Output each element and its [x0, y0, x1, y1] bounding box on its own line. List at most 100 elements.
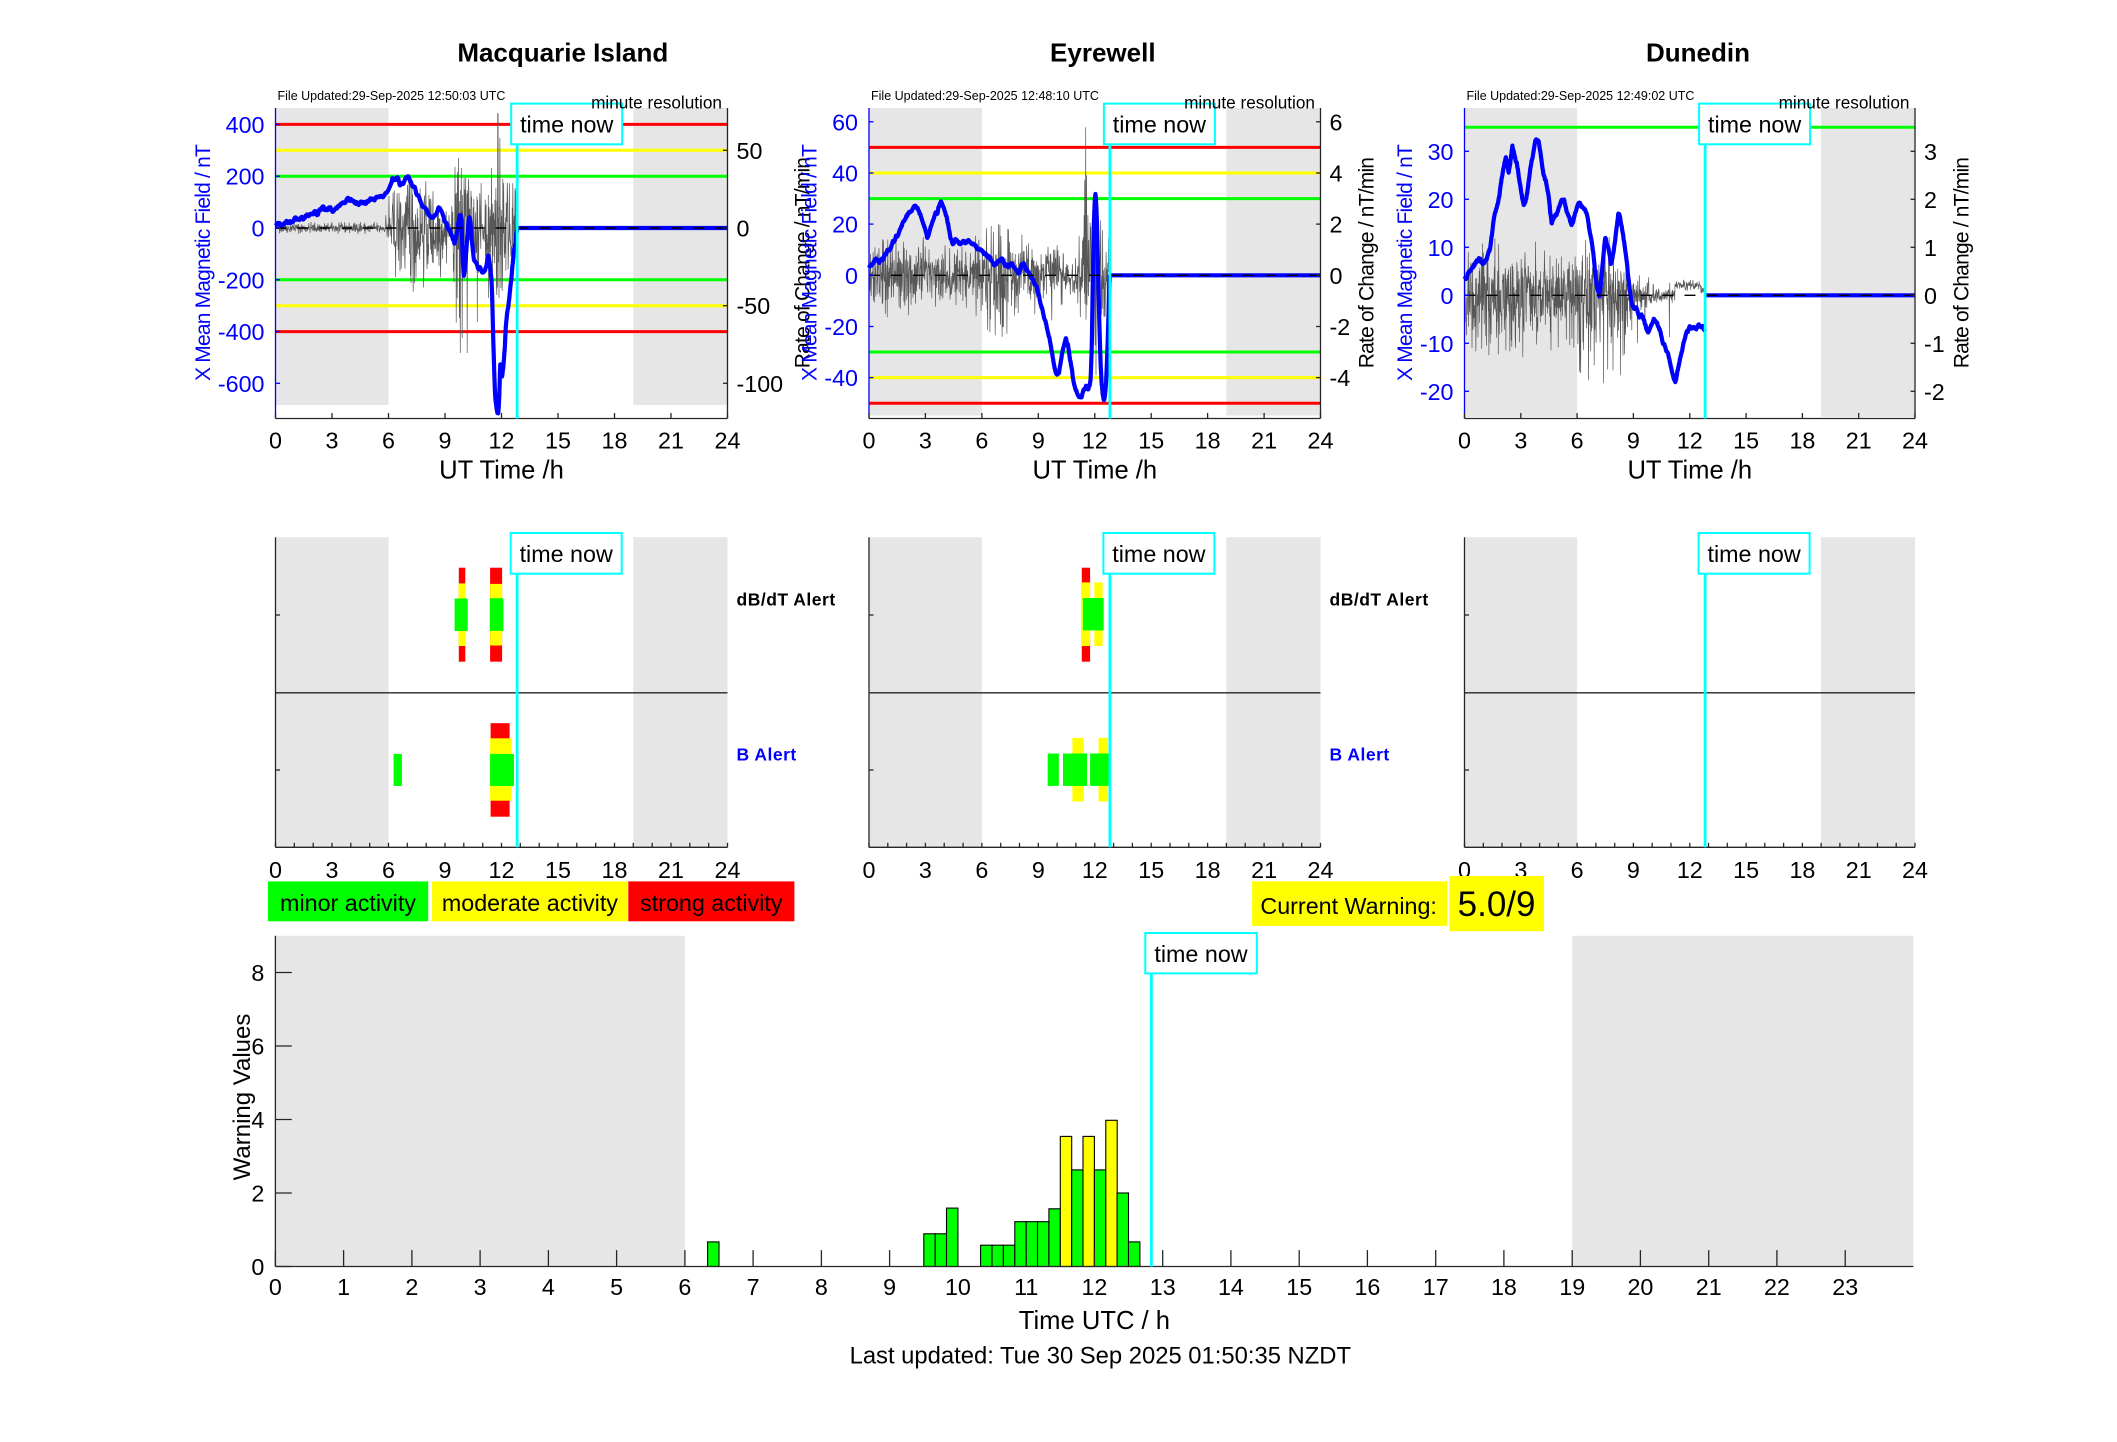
- svg-text:30: 30: [1428, 139, 1454, 165]
- svg-text:0: 0: [737, 216, 750, 242]
- svg-text:2: 2: [1924, 187, 1937, 213]
- svg-text:0: 0: [1458, 428, 1471, 454]
- svg-text:minute resolution: minute resolution: [1184, 93, 1315, 113]
- svg-text:time now: time now: [1708, 112, 1801, 138]
- svg-text:dB/dT Alert: dB/dT Alert: [1330, 590, 1429, 610]
- svg-text:24: 24: [1902, 428, 1928, 454]
- svg-text:-4: -4: [1330, 365, 1351, 391]
- svg-text:7: 7: [747, 1274, 760, 1300]
- svg-text:time now: time now: [1112, 541, 1205, 567]
- svg-text:6: 6: [1330, 109, 1343, 135]
- svg-text:12: 12: [489, 428, 515, 454]
- svg-text:18: 18: [602, 428, 628, 454]
- svg-text:18: 18: [1789, 857, 1815, 883]
- svg-text:200: 200: [226, 164, 265, 190]
- svg-text:-2: -2: [1330, 314, 1351, 340]
- svg-text:File Updated:29-Sep-2025 12:50: File Updated:29-Sep-2025 12:50:03 UTC: [278, 89, 506, 103]
- svg-text:18: 18: [602, 857, 628, 883]
- svg-text:8: 8: [251, 960, 264, 986]
- svg-text:minute resolution: minute resolution: [591, 93, 722, 113]
- svg-text:21: 21: [1251, 857, 1277, 883]
- svg-text:Rate of Change / nT/min: Rate of Change / nT/min: [1355, 158, 1378, 369]
- svg-text:moderate activity: moderate activity: [442, 890, 618, 916]
- svg-text:9: 9: [883, 1274, 896, 1300]
- svg-text:19: 19: [1559, 1274, 1585, 1300]
- svg-text:-100: -100: [737, 371, 784, 397]
- svg-text:9: 9: [439, 428, 452, 454]
- svg-text:-20: -20: [1420, 379, 1454, 405]
- svg-text:B Alert: B Alert: [1330, 745, 1390, 765]
- svg-text:12: 12: [1082, 857, 1108, 883]
- svg-text:15: 15: [1138, 857, 1164, 883]
- svg-text:4: 4: [1330, 161, 1343, 187]
- svg-text:B Alert: B Alert: [737, 745, 797, 765]
- svg-text:Time UTC / h: Time UTC / h: [1019, 1307, 1170, 1335]
- svg-text:3: 3: [919, 428, 932, 454]
- svg-text:File Updated:29-Sep-2025 12:48: File Updated:29-Sep-2025 12:48:10 UTC: [871, 89, 1099, 103]
- svg-text:2: 2: [405, 1274, 418, 1300]
- svg-text:0: 0: [1441, 283, 1454, 309]
- svg-text:strong activity: strong activity: [640, 890, 783, 916]
- svg-text:15: 15: [1138, 428, 1164, 454]
- svg-text:0: 0: [252, 216, 265, 242]
- svg-text:18: 18: [1195, 428, 1221, 454]
- svg-text:0: 0: [269, 1274, 282, 1300]
- svg-text:21: 21: [658, 857, 684, 883]
- svg-text:21: 21: [1846, 857, 1872, 883]
- svg-text:11: 11: [1014, 1274, 1038, 1300]
- svg-text:time now: time now: [1113, 112, 1206, 138]
- svg-text:18: 18: [1789, 428, 1815, 454]
- svg-text:-40: -40: [824, 365, 858, 391]
- svg-text:time now: time now: [1707, 541, 1800, 567]
- svg-text:-50: -50: [737, 293, 771, 319]
- svg-text:13: 13: [1150, 1274, 1176, 1300]
- svg-text:21: 21: [1696, 1274, 1722, 1300]
- svg-text:12: 12: [489, 857, 515, 883]
- svg-text:9: 9: [1627, 857, 1640, 883]
- svg-text:14: 14: [1218, 1274, 1244, 1300]
- svg-text:9: 9: [439, 857, 452, 883]
- svg-text:22: 22: [1764, 1274, 1790, 1300]
- svg-text:9: 9: [1627, 428, 1640, 454]
- svg-text:3: 3: [1514, 428, 1527, 454]
- svg-text:Eyrewell: Eyrewell: [1050, 38, 1156, 68]
- svg-text:21: 21: [658, 428, 684, 454]
- svg-text:24: 24: [1308, 428, 1334, 454]
- svg-text:20: 20: [1627, 1274, 1653, 1300]
- svg-text:3: 3: [326, 428, 339, 454]
- svg-text:minor activity: minor activity: [280, 890, 416, 916]
- svg-text:File Updated:29-Sep-2025 12:49: File Updated:29-Sep-2025 12:49:02 UTC: [1467, 89, 1695, 103]
- svg-text:-200: -200: [218, 267, 265, 293]
- svg-text:15: 15: [545, 428, 571, 454]
- svg-text:1: 1: [337, 1274, 350, 1300]
- svg-text:UT Time /h: UT Time /h: [1032, 457, 1157, 485]
- svg-text:Warning Values: Warning Values: [229, 1014, 256, 1181]
- svg-text:12: 12: [1081, 1274, 1107, 1300]
- svg-text:15: 15: [1733, 857, 1759, 883]
- svg-text:18: 18: [1195, 857, 1221, 883]
- svg-text:2: 2: [251, 1181, 264, 1207]
- svg-text:UT Time /h: UT Time /h: [1627, 457, 1752, 485]
- svg-text:3: 3: [1924, 139, 1937, 165]
- svg-text:21: 21: [1846, 428, 1872, 454]
- svg-text:3: 3: [919, 857, 932, 883]
- svg-text:4: 4: [251, 1107, 264, 1133]
- svg-text:time now: time now: [520, 541, 613, 567]
- svg-text:5: 5: [610, 1274, 623, 1300]
- svg-text:6: 6: [678, 1274, 691, 1300]
- svg-text:Current Warning:: Current Warning:: [1260, 893, 1437, 919]
- svg-text:-10: -10: [1420, 331, 1454, 357]
- svg-text:1: 1: [1924, 235, 1937, 261]
- svg-text:5.0/9: 5.0/9: [1458, 885, 1536, 924]
- svg-text:-400: -400: [218, 319, 265, 345]
- svg-text:time now: time now: [520, 112, 613, 138]
- svg-text:23: 23: [1832, 1274, 1858, 1300]
- svg-text:Macquarie Island: Macquarie Island: [457, 38, 668, 68]
- svg-text:16: 16: [1354, 1274, 1380, 1300]
- svg-text:20: 20: [832, 212, 858, 238]
- svg-text:3: 3: [326, 857, 339, 883]
- svg-text:400: 400: [226, 112, 265, 138]
- svg-text:20: 20: [1428, 187, 1454, 213]
- svg-text:6: 6: [382, 428, 395, 454]
- svg-text:50: 50: [737, 138, 763, 164]
